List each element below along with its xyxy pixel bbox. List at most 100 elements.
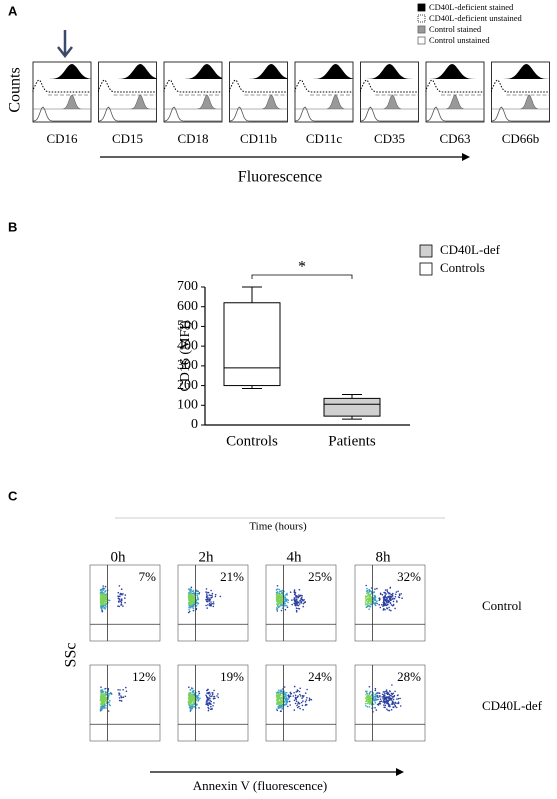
event-dot — [281, 598, 284, 600]
event-dot — [189, 595, 191, 598]
x-label: Fluorescence — [238, 169, 322, 186]
event-dot — [295, 609, 298, 612]
event-dot — [279, 693, 282, 696]
event-dot — [278, 599, 281, 602]
event-dot — [306, 696, 308, 699]
event-dot — [105, 593, 107, 596]
event-dot — [107, 688, 110, 690]
event-dot — [277, 605, 279, 607]
event-dot — [100, 606, 103, 609]
event-dot — [389, 697, 392, 699]
event-dot — [103, 594, 106, 597]
event-dot — [298, 595, 300, 598]
event-dot — [374, 588, 376, 590]
event-dot — [281, 604, 284, 607]
event-dot — [280, 604, 282, 606]
event-dot — [277, 599, 279, 602]
legend-swatch — [417, 3, 426, 12]
event-dot — [291, 603, 294, 606]
event-dot — [210, 705, 212, 708]
control-unstained — [163, 106, 222, 122]
event-dot — [368, 695, 371, 698]
y-label: SSc — [63, 643, 80, 668]
control-unstained — [491, 106, 550, 122]
control-unstained — [294, 106, 353, 122]
event-dot — [214, 595, 217, 598]
event-dot — [400, 593, 403, 595]
event-dot — [196, 595, 199, 597]
event-dot — [289, 591, 292, 593]
event-dot — [367, 700, 370, 703]
event-dot — [193, 689, 195, 692]
event-dot — [294, 694, 297, 697]
control-stained — [98, 94, 157, 110]
event-dot — [301, 599, 304, 601]
event-dot — [192, 706, 194, 708]
event-dot — [206, 704, 209, 706]
event-dot — [102, 707, 104, 710]
event-dot — [199, 697, 201, 700]
legend-label: CD40L-def — [440, 242, 501, 257]
event-dot — [299, 599, 301, 602]
event-dot — [383, 691, 386, 693]
control-stained — [491, 94, 550, 110]
event-dot — [210, 589, 212, 592]
event-dot — [293, 590, 296, 592]
event-dot — [387, 596, 390, 598]
event-dot — [211, 596, 213, 598]
event-dot — [299, 707, 301, 710]
event-dot — [301, 697, 303, 699]
event-dot — [191, 696, 193, 698]
event-dot — [278, 695, 280, 698]
event-dot — [387, 603, 389, 606]
event-dot — [373, 599, 375, 601]
event-dot — [108, 693, 110, 695]
event-dot — [387, 592, 389, 594]
x-label: Annexin V (fluorescence) — [193, 778, 328, 793]
event-dot — [278, 602, 281, 604]
event-dot — [304, 692, 307, 694]
event-dot — [102, 691, 105, 693]
event-dot — [190, 595, 193, 598]
event-dot — [365, 584, 368, 587]
event-dot — [378, 603, 381, 606]
event-dot — [287, 599, 290, 601]
marker-label: CD66b — [502, 131, 540, 146]
event-dot — [387, 601, 390, 604]
event-dot — [124, 597, 126, 599]
event-dot — [104, 585, 107, 588]
event-dot — [370, 698, 372, 700]
event-dot — [206, 597, 209, 599]
event-dot — [384, 603, 387, 606]
event-dot — [278, 595, 281, 597]
control-unstained — [32, 106, 91, 122]
event-dot — [301, 695, 304, 697]
event-dot — [189, 697, 192, 699]
event-dot — [387, 703, 390, 706]
event-dot — [120, 598, 123, 600]
unstained-curve — [98, 79, 157, 93]
event-dot — [298, 594, 300, 596]
y-label: Counts — [7, 67, 24, 112]
event-dot — [105, 691, 107, 694]
event-dot — [389, 597, 392, 600]
event-dot — [198, 690, 200, 693]
event-dot — [389, 694, 392, 697]
legend-swatch — [417, 14, 426, 23]
event-dot — [365, 590, 368, 592]
y-tick-label: 700 — [177, 279, 198, 294]
event-dot — [101, 701, 104, 703]
event-dot — [100, 686, 102, 688]
event-dot — [189, 688, 191, 691]
event-dot — [295, 700, 298, 703]
event-dot — [283, 701, 286, 703]
event-dot — [384, 701, 387, 703]
event-dot — [397, 590, 399, 593]
event-dot — [100, 691, 103, 693]
event-dot — [398, 593, 401, 595]
event-dot — [296, 596, 298, 598]
event-dot — [368, 686, 371, 688]
event-dot — [103, 599, 105, 602]
control-unstained — [229, 106, 288, 122]
